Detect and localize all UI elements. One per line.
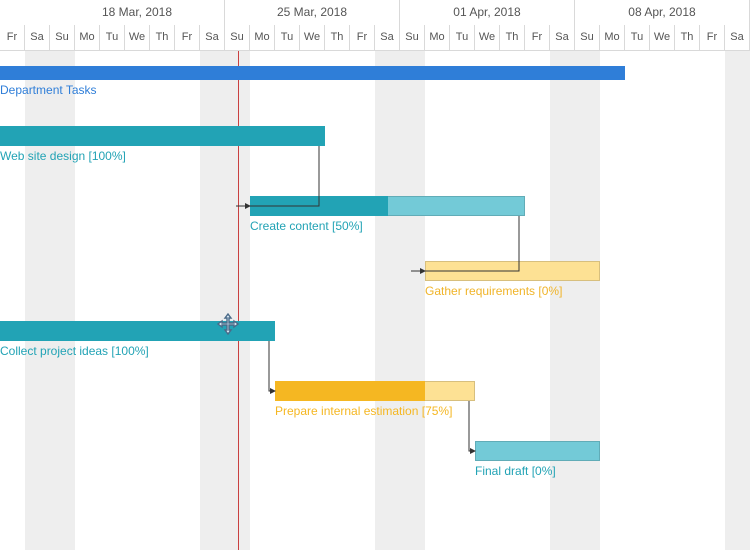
task-collect[interactable]: Collect project ideas [100%]: [0, 321, 275, 341]
header-month: 25 Mar, 2018: [225, 0, 400, 25]
task-dept[interactable]: Department Tasks: [0, 66, 625, 80]
header-day: Su: [50, 25, 75, 50]
header-day: Fr: [525, 25, 550, 50]
task-bar[interactable]: [425, 261, 600, 281]
header-day: Th: [675, 25, 700, 50]
header-day: Su: [575, 25, 600, 50]
header-day: Sa: [25, 25, 50, 50]
weekend-band: [375, 51, 425, 550]
header-day: We: [650, 25, 675, 50]
gantt-chart: 18 Mar, 201825 Mar, 201801 Apr, 201808 A…: [0, 0, 750, 550]
task-label: Create content [50%]: [250, 219, 363, 233]
task-label: Collect project ideas [100%]: [0, 344, 149, 358]
header-day: Tu: [450, 25, 475, 50]
task-progress: [0, 321, 275, 341]
task-label: Web site design [100%]: [0, 149, 126, 163]
task-label: Prepare internal estimation [75%]: [275, 404, 452, 418]
header-day: Fr: [175, 25, 200, 50]
header-day: Mo: [600, 25, 625, 50]
header-day: Su: [225, 25, 250, 50]
header-day: We: [475, 25, 500, 50]
header-day: Sa: [200, 25, 225, 50]
task-label: Gather requirements [0%]: [425, 284, 562, 298]
header-month: 08 Apr, 2018: [575, 0, 750, 25]
task-final[interactable]: Final draft [0%]: [475, 441, 600, 461]
task-label: Final draft [0%]: [475, 464, 556, 478]
header-day: We: [300, 25, 325, 50]
task-progress: [0, 126, 325, 146]
header-day: Fr: [350, 25, 375, 50]
header-day: Fr: [0, 25, 25, 50]
header-day: Sa: [725, 25, 750, 50]
task-prepare[interactable]: Prepare internal estimation [75%]: [275, 381, 475, 401]
header-day: Th: [325, 25, 350, 50]
timeline-header: 18 Mar, 201825 Mar, 201801 Apr, 201808 A…: [0, 0, 750, 51]
header-day: Th: [150, 25, 175, 50]
header-day: Mo: [425, 25, 450, 50]
task-bar[interactable]: [475, 441, 600, 461]
task-progress: [250, 196, 388, 216]
task-content[interactable]: Create content [50%]: [250, 196, 525, 216]
task-label: Department Tasks: [0, 83, 97, 97]
header-day: Th: [500, 25, 525, 50]
gantt-body[interactable]: Department Tasks Web site design [100%] Cr…: [0, 51, 750, 550]
header-day: Fr: [700, 25, 725, 50]
header-day: Tu: [100, 25, 125, 50]
header-day: Mo: [75, 25, 100, 50]
header-day: Tu: [625, 25, 650, 50]
header-day: Sa: [550, 25, 575, 50]
weekend-band: [725, 51, 750, 550]
task-progress: [275, 381, 425, 401]
header-day: Tu: [275, 25, 300, 50]
header-month: 18 Mar, 2018: [50, 0, 225, 25]
task-web[interactable]: Web site design [100%]: [0, 126, 325, 146]
weekend-band: [550, 51, 600, 550]
task-progress: [0, 66, 625, 80]
header-month: 01 Apr, 2018: [400, 0, 575, 25]
header-day: Mo: [250, 25, 275, 50]
header-day: We: [125, 25, 150, 50]
header-day: Su: [400, 25, 425, 50]
header-day: Sa: [375, 25, 400, 50]
task-gather[interactable]: Gather requirements [0%]: [425, 261, 600, 281]
